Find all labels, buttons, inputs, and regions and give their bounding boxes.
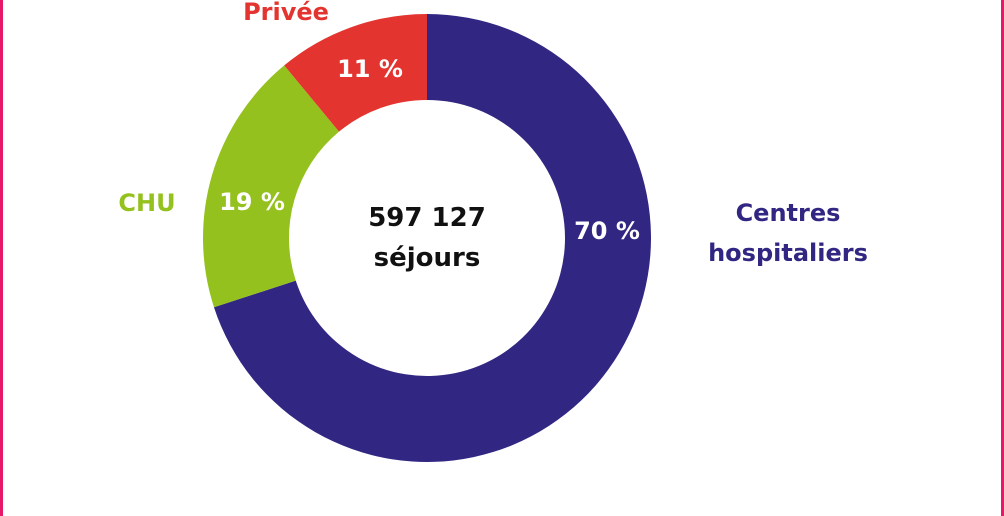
category-label: Privée (243, 0, 329, 26)
value-label: 70 % (574, 217, 640, 245)
donut-segment (213, 14, 652, 462)
value-label: 19 % (219, 188, 285, 216)
right-border (1001, 0, 1004, 516)
left-border (0, 0, 3, 516)
category-label: Centres hospitaliers (708, 199, 868, 267)
category-label: CHU (118, 189, 176, 217)
value-label: 11 % (337, 55, 403, 83)
donut-segment (203, 65, 340, 308)
donut-segment (284, 14, 427, 132)
center-text: 597 127 séjours (368, 203, 486, 273)
